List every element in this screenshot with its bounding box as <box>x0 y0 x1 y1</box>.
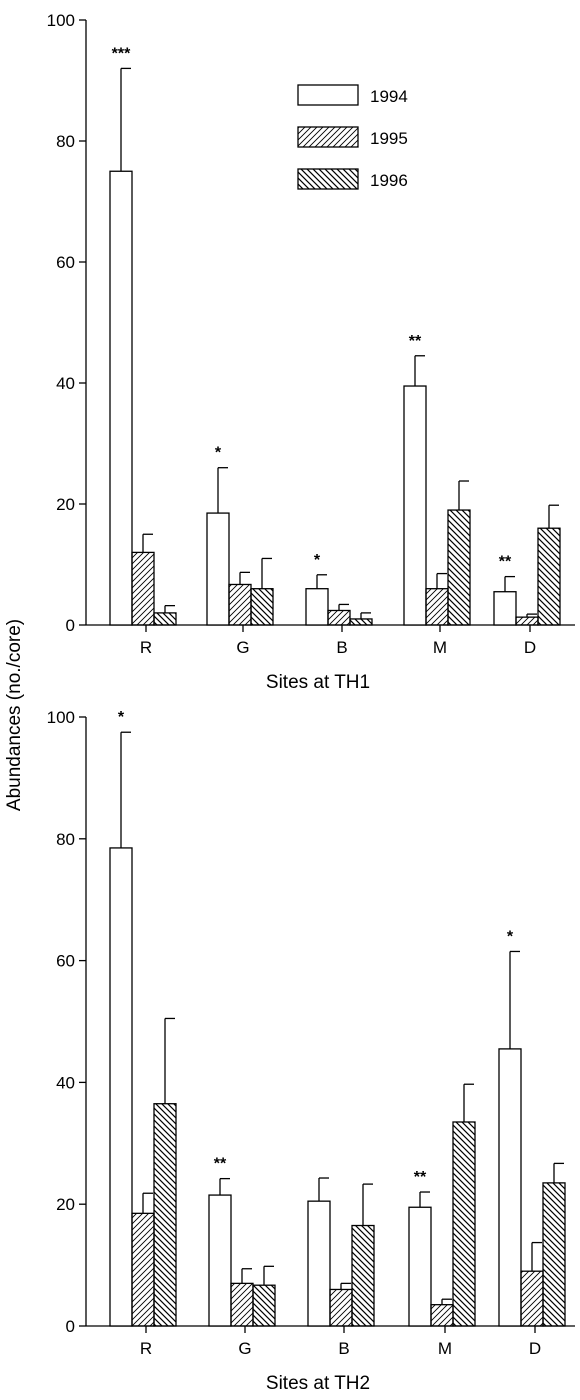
significance-label: * <box>215 445 222 462</box>
category-label: D <box>524 638 536 657</box>
chart-th2: 0 20 40 60 80 100 R * G ** B M ** D * Sites at TH2 <box>47 708 575 1394</box>
y-tick-label: 100 <box>47 708 75 727</box>
y-tick-label: 40 <box>56 374 75 393</box>
legend-swatch <box>297 168 359 190</box>
significance-label: ** <box>414 1169 427 1186</box>
bar <box>447 509 471 626</box>
significance-label: ** <box>499 554 512 571</box>
x-axis-title: Sites at TH1 <box>266 672 370 693</box>
legend-label: 1996 <box>370 171 408 190</box>
category-label: B <box>336 638 347 657</box>
bar <box>131 1212 155 1327</box>
bar <box>425 588 449 626</box>
bar <box>351 1224 375 1327</box>
bar <box>252 1284 276 1327</box>
bar <box>515 616 539 626</box>
bar <box>228 583 252 626</box>
bar <box>109 170 133 626</box>
bar <box>498 1048 522 1327</box>
bar <box>537 527 561 626</box>
category-label: R <box>140 638 152 657</box>
bar <box>542 1182 566 1327</box>
bar <box>131 551 155 626</box>
y-tick-label: 60 <box>56 253 75 272</box>
y-tick-label: 40 <box>56 1073 75 1092</box>
bar <box>305 588 329 626</box>
y-tick-label: 80 <box>56 132 75 151</box>
bar <box>230 1282 254 1327</box>
y-tick-label: 0 <box>66 616 75 635</box>
significance-label: ** <box>214 1156 227 1173</box>
bar <box>520 1270 544 1327</box>
significance-label: ** <box>409 333 422 350</box>
chart-th1: 0 20 40 60 80 100 R *** G * B * M ** D ** Sites at TH1 <box>47 11 575 693</box>
category-label: M <box>433 638 447 657</box>
category-label: M <box>438 1339 452 1358</box>
category-label: R <box>140 1339 152 1358</box>
y-axis-title: Abundances (no./core) <box>4 619 25 811</box>
y-tick-label: 80 <box>56 830 75 849</box>
category-label: D <box>529 1339 541 1358</box>
bar <box>403 385 427 626</box>
category-label: G <box>238 1339 251 1358</box>
x-axis-title: Sites at TH2 <box>266 1373 370 1394</box>
bar <box>493 591 517 626</box>
y-tick-label: 20 <box>56 1195 75 1214</box>
significance-label: *** <box>112 45 131 62</box>
legend-label: 1995 <box>370 129 408 148</box>
legend-label: 1994 <box>370 87 408 106</box>
bar <box>208 1194 232 1327</box>
significance-label: * <box>507 928 514 945</box>
legend-swatch <box>297 126 359 148</box>
significance-label: * <box>118 709 125 726</box>
bar <box>349 618 373 626</box>
significance-label: * <box>314 552 321 569</box>
bar <box>250 588 274 626</box>
bar <box>109 847 133 1327</box>
bar <box>153 612 177 626</box>
category-label: B <box>338 1339 349 1358</box>
bar <box>430 1304 454 1327</box>
y-tick-label: 100 <box>47 11 75 30</box>
y-tick-label: 0 <box>66 1317 75 1336</box>
y-tick-label: 20 <box>56 495 75 514</box>
y-tick-label: 60 <box>56 952 75 971</box>
bar <box>153 1103 177 1327</box>
bar <box>206 512 230 626</box>
bar <box>329 1288 353 1327</box>
legend-swatch <box>297 84 359 106</box>
category-label: G <box>236 638 249 657</box>
bar <box>307 1200 331 1327</box>
bar <box>452 1121 476 1327</box>
bar <box>408 1206 432 1327</box>
legend: 1994 1995 1996 <box>297 84 408 190</box>
bar <box>327 609 351 626</box>
